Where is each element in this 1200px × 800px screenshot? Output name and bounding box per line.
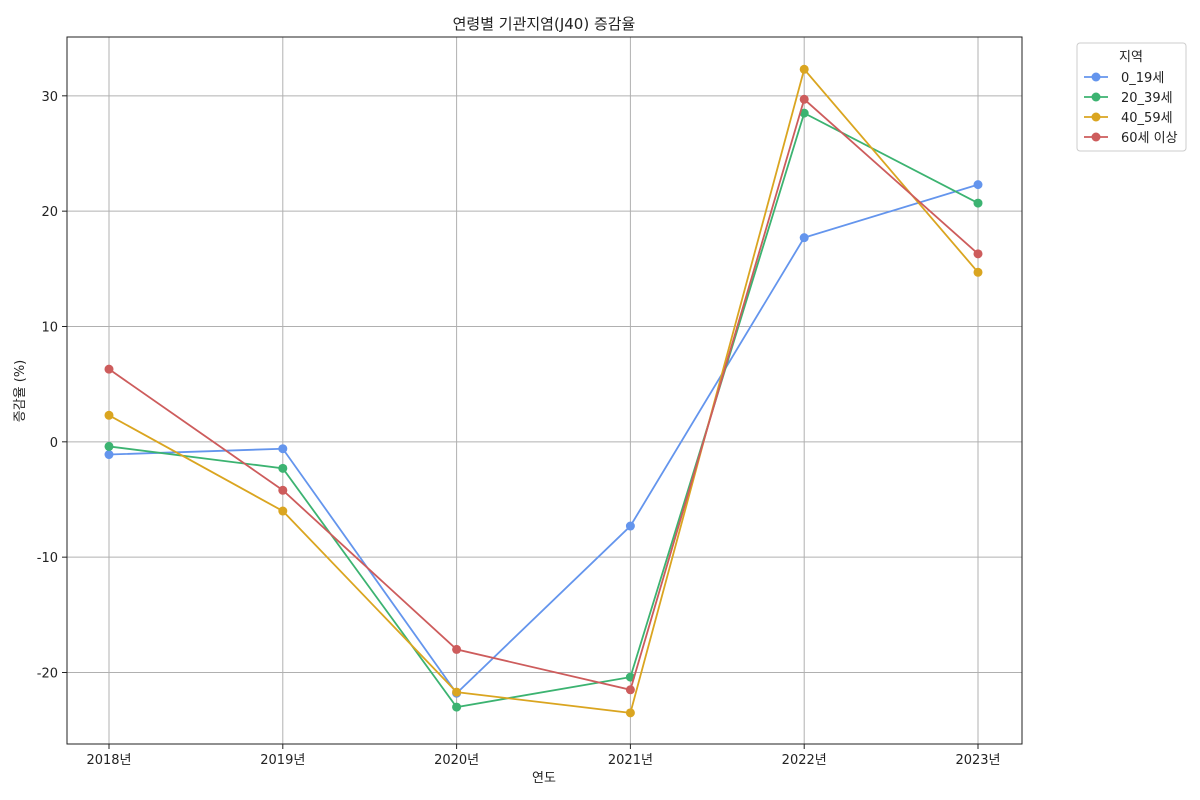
- series-line: [108, 183, 979, 695]
- series-group: [104, 64, 983, 718]
- x-axis-title: 연도: [532, 771, 556, 786]
- y-axis-title: 증감율 (%): [13, 360, 28, 423]
- data-point: [104, 364, 114, 374]
- legend-label: 60세 이상: [1121, 131, 1178, 146]
- x-tick-label: 2023년: [955, 753, 1000, 768]
- data-point: [452, 687, 462, 697]
- data-point: [104, 410, 114, 420]
- data-point: [973, 267, 983, 277]
- data-point: [278, 444, 288, 454]
- legend-label: 40_59세: [1121, 111, 1173, 126]
- y-tick-label: -10: [37, 551, 58, 566]
- x-tick-label: 2020년: [434, 753, 479, 768]
- x-tick-label: 2019년: [260, 753, 305, 768]
- data-point: [104, 441, 114, 451]
- data-point: [973, 180, 983, 190]
- data-point: [278, 485, 288, 495]
- y-tick-label: 30: [41, 90, 58, 105]
- data-point: [625, 521, 635, 531]
- legend-item: 20_39세: [1084, 91, 1173, 106]
- legend-swatch-marker: [1091, 132, 1101, 142]
- data-point: [973, 249, 983, 259]
- data-point: [973, 198, 983, 208]
- series-60세 이상: [104, 94, 983, 695]
- ticks: 2018년 2019년 2020년 2021년 2022년 2023년 -20 -10 0 10 2…: [37, 90, 1001, 768]
- data-point: [799, 94, 809, 104]
- data-point: [278, 463, 288, 473]
- series-line: [108, 97, 979, 691]
- series-line: [108, 67, 979, 714]
- series-40_59세: [104, 64, 983, 718]
- data-point: [104, 450, 114, 460]
- legend-label: 20_39세: [1121, 91, 1173, 106]
- data-point: [799, 64, 809, 74]
- data-point: [625, 708, 635, 718]
- legend-item: 40_59세: [1084, 111, 1173, 126]
- data-point: [452, 702, 462, 712]
- y-tick-label: 20: [41, 205, 58, 220]
- y-tick-label: 0: [50, 436, 58, 451]
- legend-swatch-marker: [1091, 112, 1101, 122]
- data-point: [278, 506, 288, 516]
- x-tick-label: 2018년: [86, 753, 131, 768]
- grid: [67, 37, 1022, 744]
- legend-swatch-marker: [1091, 92, 1101, 102]
- legend-box: [1076, 42, 1187, 152]
- plot-background: [67, 37, 1022, 744]
- data-point: [799, 108, 809, 118]
- data-point: [799, 233, 809, 243]
- x-tick-label: 2022년: [782, 753, 827, 768]
- y-tick-label: 10: [41, 320, 58, 335]
- series-line: [108, 111, 979, 709]
- legend: 지역 0_19세 20_39세 40_59세 60세 이상: [1076, 42, 1187, 152]
- x-tick-label: 2021년: [608, 753, 653, 768]
- legend-label: 0_19세: [1121, 71, 1164, 86]
- data-point: [625, 685, 635, 695]
- legend-item: 60세 이상: [1084, 131, 1178, 146]
- plot-frame: [66, 36, 1023, 745]
- y-tick-label: -20: [37, 666, 58, 681]
- legend-swatch-marker: [1091, 72, 1101, 82]
- legend-item: 0_19세: [1084, 71, 1164, 86]
- chart-title: 연령별 기관지염(J40) 증감율: [453, 15, 636, 33]
- data-point: [452, 644, 462, 654]
- legend-title: 지역: [1119, 50, 1143, 65]
